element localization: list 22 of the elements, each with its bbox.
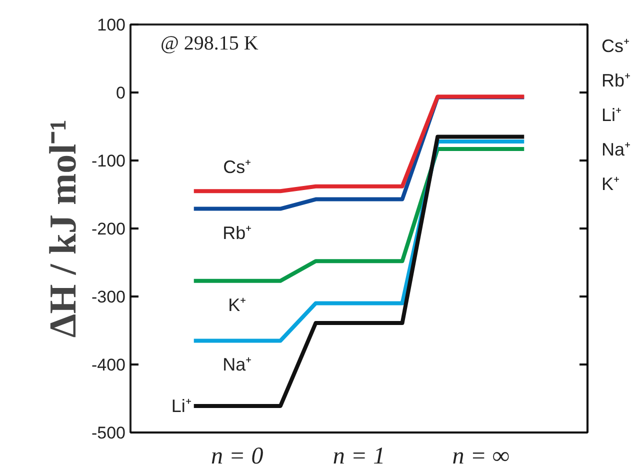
series-label: Li⁺: [171, 396, 192, 416]
series-label: Rb⁺: [222, 222, 252, 243]
text: Cs⁺: [602, 36, 630, 56]
y-axis-title: ΔH / kJ mol⁻¹: [42, 119, 84, 338]
y-tick-label: -500: [91, 424, 126, 442]
series-label: Na⁺: [222, 354, 252, 375]
text: Li⁺: [602, 105, 622, 126]
series-label: Cs⁺: [223, 157, 252, 178]
x-tick-label: n = 0: [211, 444, 264, 470]
y-tick-label: 100: [97, 16, 126, 34]
x-tick-label: n = ∞: [452, 444, 510, 470]
series-label: K⁺: [228, 294, 246, 315]
text: Na⁺: [602, 140, 631, 160]
y-tick-label: -400: [91, 356, 126, 374]
text: Rb⁺: [602, 70, 631, 91]
y-tick-label: -300: [91, 288, 126, 306]
text: K⁺: [602, 174, 620, 194]
x-tick-label: n = 1: [332, 444, 386, 470]
annotation: @ 298.15 K: [160, 32, 259, 54]
y-tick-label: 0: [116, 84, 126, 102]
y-tick-label: -200: [91, 220, 126, 238]
y-tick-label: -100: [91, 152, 126, 170]
